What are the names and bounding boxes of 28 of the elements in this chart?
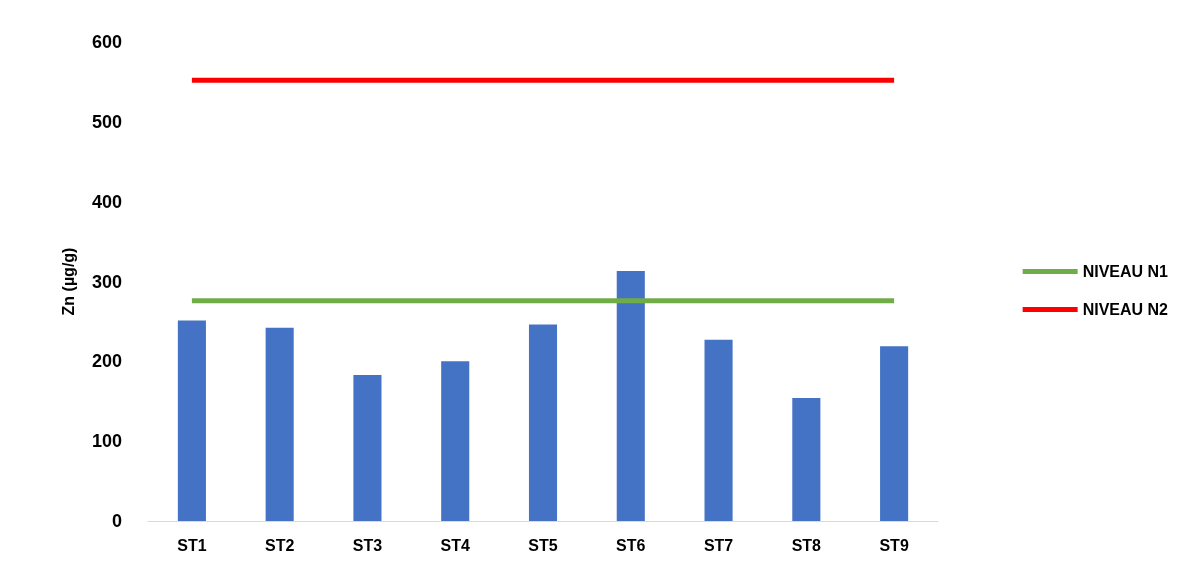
bar bbox=[792, 398, 821, 521]
x-tick-label: ST4 bbox=[440, 536, 470, 554]
legend-label: NIVEAU N2 bbox=[1082, 301, 1169, 318]
bar bbox=[353, 374, 382, 521]
x-tick-label: ST6 bbox=[616, 536, 646, 554]
bar bbox=[880, 346, 909, 521]
x-tick-label: ST1 bbox=[177, 536, 207, 554]
legend-label: NIVEAU N1 bbox=[1082, 263, 1169, 280]
y-tick-label: 200 bbox=[91, 351, 122, 372]
y-tick-label: 600 bbox=[91, 32, 122, 52]
x-tick-label: ST8 bbox=[791, 536, 822, 554]
y-tick-label: 100 bbox=[91, 431, 122, 452]
y-tick-label: 0 bbox=[111, 511, 122, 531]
x-tick-label: ST7 bbox=[703, 536, 734, 554]
y-tick-label: 300 bbox=[91, 271, 122, 292]
x-tick-label: ST3 bbox=[352, 536, 383, 554]
bar bbox=[177, 320, 206, 521]
bar bbox=[616, 271, 645, 521]
y-tick-label: 400 bbox=[91, 191, 122, 212]
x-tick-label: ST5 bbox=[528, 536, 558, 554]
y-tick-label: 500 bbox=[91, 111, 122, 132]
x-tick-label: ST9 bbox=[879, 536, 909, 554]
bar bbox=[528, 324, 558, 521]
bar bbox=[265, 327, 294, 521]
bar bbox=[704, 339, 733, 521]
bar bbox=[441, 361, 470, 521]
x-tick-label: ST2 bbox=[264, 536, 295, 554]
y-axis-title: Zn (µg/g) bbox=[59, 247, 77, 316]
